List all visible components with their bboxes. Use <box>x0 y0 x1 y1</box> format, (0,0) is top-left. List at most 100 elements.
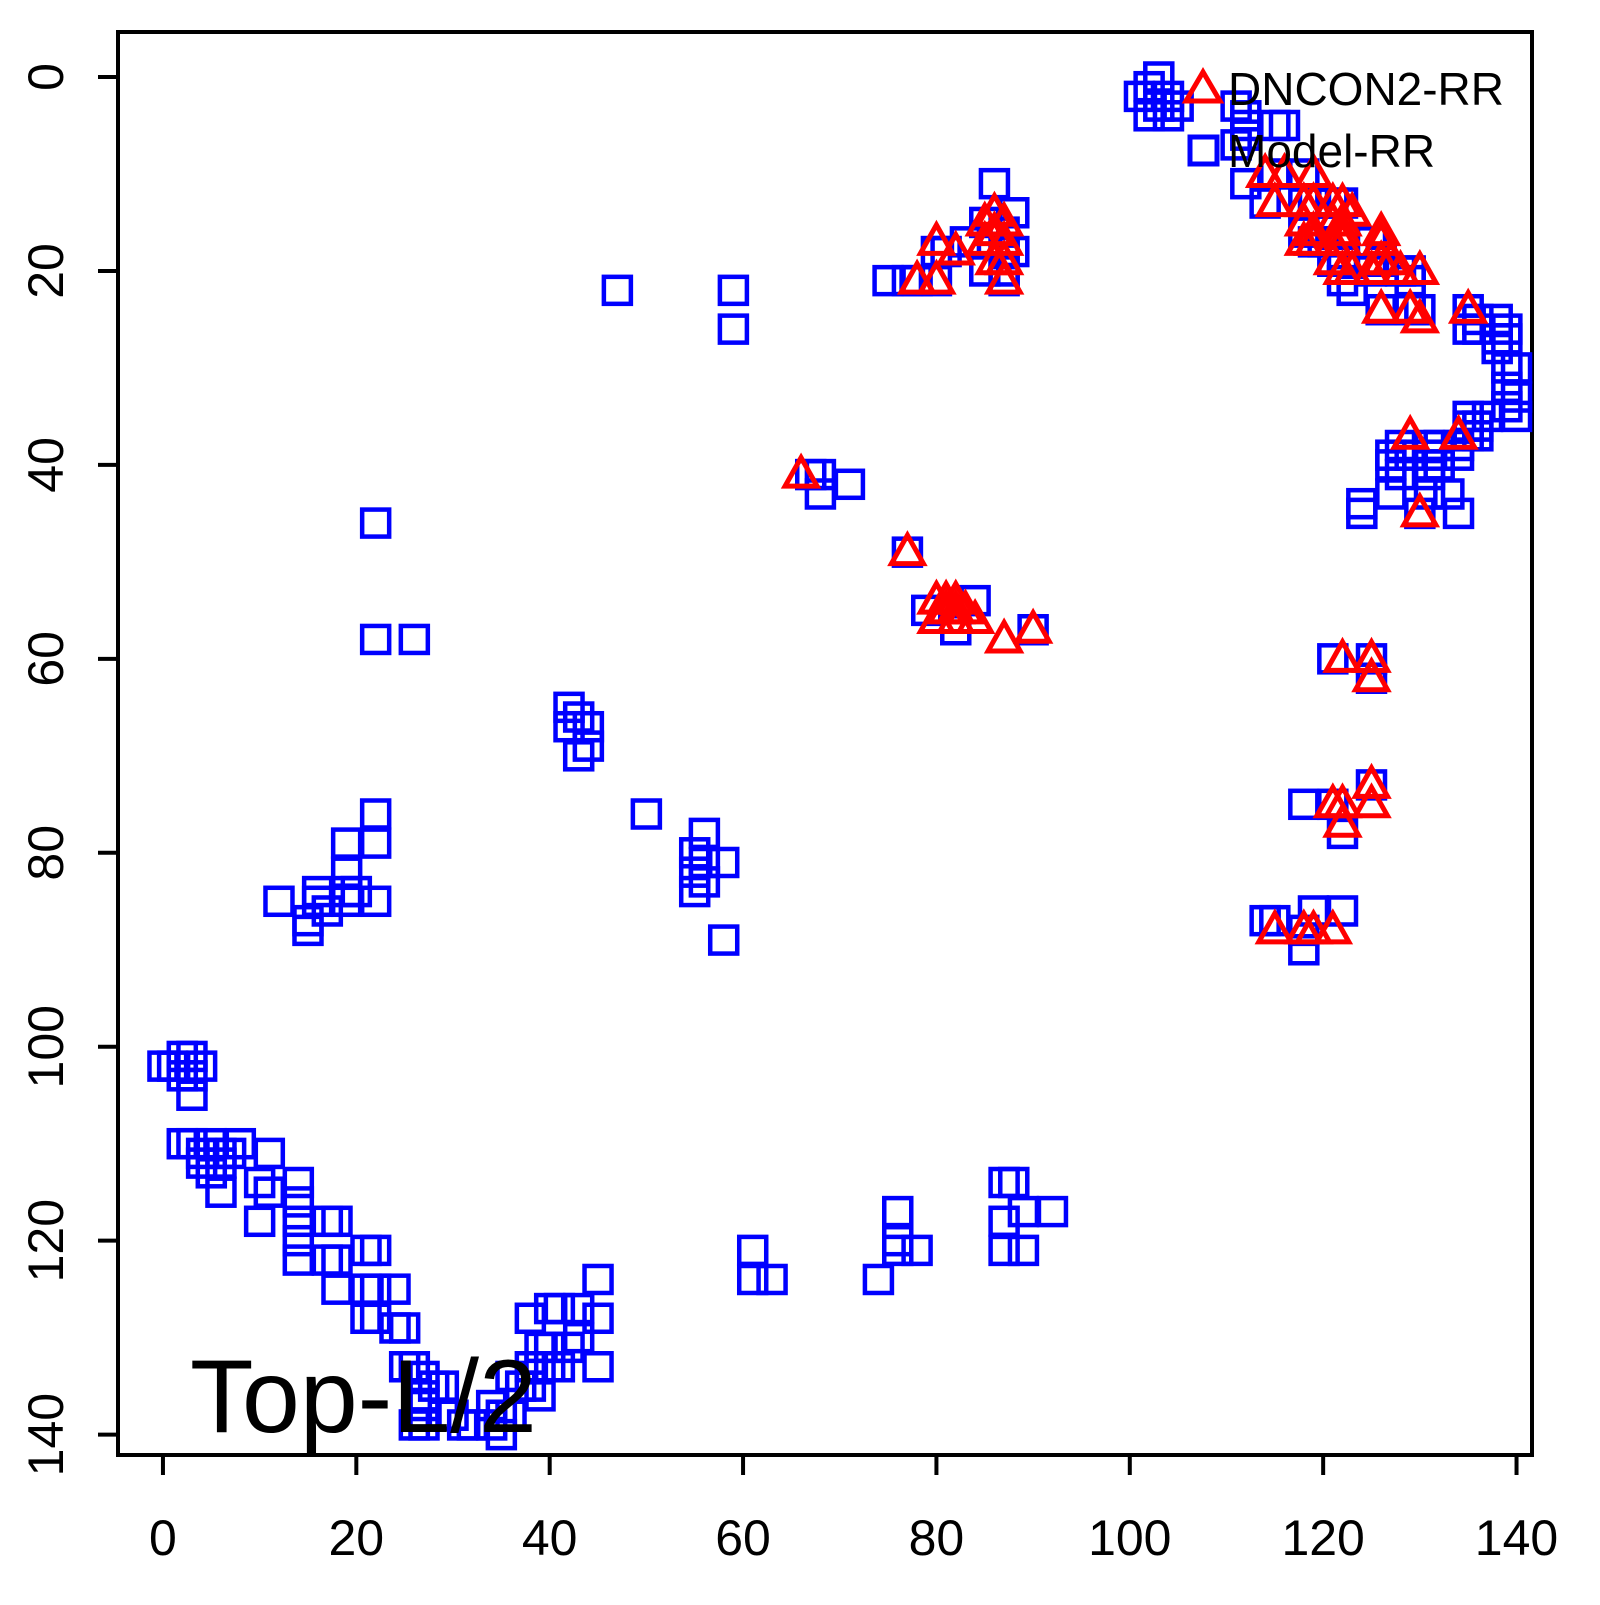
model-rr-point <box>311 1205 344 1238</box>
model-rr-point <box>717 274 750 307</box>
model-rr-point <box>524 1380 556 1412</box>
dncon2-rr-point <box>896 258 938 295</box>
model-rr-point <box>1143 90 1175 122</box>
dncon2-rr-point <box>1447 287 1489 324</box>
model-rr-point <box>321 1244 353 1276</box>
model-rr-point <box>350 1302 382 1335</box>
model-rr-point <box>359 798 392 830</box>
model-rr-point <box>1220 129 1252 161</box>
model-rr-point <box>282 1244 315 1276</box>
y-tick-label: 40 <box>18 437 74 493</box>
model-rr-point <box>562 1321 595 1354</box>
model-rr-point <box>1481 332 1513 365</box>
model-rr-point <box>1491 323 1523 355</box>
model-rr-point <box>321 1205 353 1238</box>
model-rr-point <box>1123 80 1156 113</box>
model-rr-point <box>862 1263 895 1296</box>
dncon2-rr-point <box>964 219 1006 256</box>
x-tick-label: 0 <box>149 1510 177 1566</box>
model-rr-point <box>166 1040 199 1073</box>
x-tick-label: 20 <box>329 1510 385 1566</box>
model-rr-point <box>475 1409 508 1441</box>
legend-label-model: Model-RR <box>1228 125 1435 177</box>
model-rr-point <box>292 914 324 947</box>
model-rr-point <box>533 1292 566 1325</box>
model-rr-point <box>882 1234 914 1267</box>
model-rr-point <box>707 924 740 956</box>
model-rr-point <box>495 1360 527 1393</box>
dncon2-rr-point <box>1399 297 1441 334</box>
dncon2-rr-point <box>1351 782 1392 819</box>
dncon2-rr-point <box>1351 248 1392 285</box>
model-rr-point <box>562 740 595 772</box>
model-rr-point <box>1442 497 1475 530</box>
model-rr-point <box>1143 61 1175 93</box>
model-rr-point <box>1375 478 1407 510</box>
model-rr-point <box>882 1224 914 1257</box>
model-rr-point <box>1491 352 1523 384</box>
model-rr-point <box>330 875 363 908</box>
y-axis: 0 20 40 60 80 100 120 140 <box>18 63 118 1476</box>
y-tick-label: 80 <box>18 825 74 881</box>
model-rr-point <box>359 1273 392 1305</box>
model-rr-point <box>1413 478 1446 510</box>
x-tick-label: 80 <box>909 1510 965 1566</box>
dncon2-rr-point <box>1312 908 1354 945</box>
y-tick-label: 100 <box>18 1005 74 1088</box>
dncon2-rr-point <box>935 229 977 266</box>
model-rr-point <box>176 1079 208 1111</box>
model-rr-point <box>359 623 392 656</box>
model-rr-point <box>1152 80 1185 113</box>
model-rr-point <box>1288 934 1320 966</box>
model-rr-point <box>330 856 363 888</box>
model-rr-point <box>1152 100 1185 132</box>
model-rr-point <box>1413 449 1446 481</box>
model-rr-point <box>543 1292 576 1325</box>
model-rr-point <box>176 1060 208 1092</box>
model-rr-point <box>485 1418 518 1451</box>
model-rr-point <box>582 1351 614 1383</box>
model-rr-point <box>408 1409 440 1441</box>
model-rr-point <box>1423 449 1455 481</box>
model-rr-point <box>195 1157 228 1189</box>
model-rr-point <box>562 701 595 733</box>
dncon2-rr-point <box>1293 219 1334 256</box>
model-rr-point <box>301 875 334 908</box>
model-rr-point <box>1500 352 1533 384</box>
model-rr-point <box>553 691 585 724</box>
model-rr-point <box>205 1176 237 1208</box>
dncon2-rr-point <box>1380 248 1421 285</box>
model-rr-point <box>253 1137 286 1170</box>
model-rr-point <box>804 478 837 510</box>
model-rr-point <box>1413 458 1446 491</box>
x-tick-label: 60 <box>715 1510 771 1566</box>
model-rr-point <box>330 885 363 918</box>
plot-border <box>116 30 1534 1457</box>
model-rr-point <box>379 1312 411 1344</box>
model-rr-point <box>243 1166 276 1199</box>
y-tick-label: 120 <box>18 1199 74 1282</box>
model-rr-point <box>1500 381 1533 413</box>
dncon2-rr-point <box>1351 656 1392 693</box>
model-rr-point <box>359 885 392 918</box>
model-rr-point <box>1133 100 1165 132</box>
model-rr-point <box>678 856 711 888</box>
dncon2-rr-point <box>1360 219 1402 256</box>
model-rr-point <box>630 798 663 830</box>
dncon2-rr-point <box>1254 180 1296 218</box>
model-rr-point <box>707 846 740 879</box>
model-rr-point <box>1007 1195 1040 1228</box>
dncon2-rr-point <box>1264 151 1305 188</box>
dncon2-rr-point <box>916 258 957 295</box>
model-rr-point <box>1481 323 1513 355</box>
model-rr-point <box>1433 478 1465 510</box>
model-rr-point <box>514 1302 547 1335</box>
model-rr-point <box>311 1244 344 1276</box>
model-rr-point <box>253 1176 286 1208</box>
model-rr-point <box>398 623 431 656</box>
model-rr-point <box>1346 497 1378 530</box>
model-rr-point <box>1471 400 1504 433</box>
model-rr-point <box>688 817 721 850</box>
model-rr-point <box>205 1137 237 1170</box>
model-rr-point <box>688 866 721 898</box>
